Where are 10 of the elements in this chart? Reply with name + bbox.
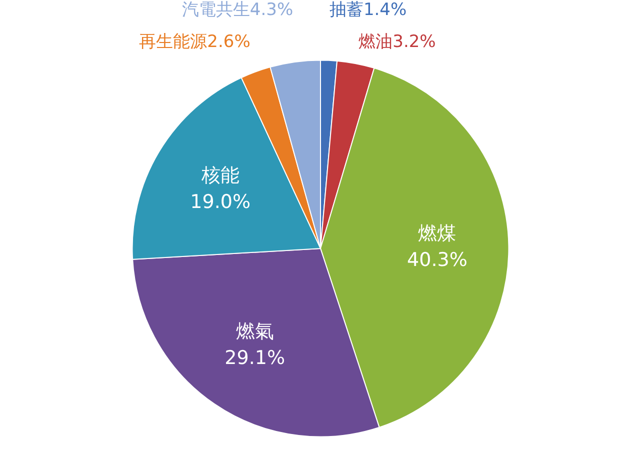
slice-label: 燃油3.2% xyxy=(358,32,436,52)
data-label: 19.0% xyxy=(190,190,251,213)
slice-label: 燃煤 xyxy=(418,222,456,245)
slice-label: 燃氣 xyxy=(236,320,274,343)
slice-label: 抽蓄1.4% xyxy=(329,0,407,20)
data-label: 29.1% xyxy=(224,346,286,369)
slice-label: 核能 xyxy=(200,164,240,186)
data-label: 40.3% xyxy=(407,249,468,272)
slice-label: 再生能源2.6% xyxy=(139,32,250,52)
slice-label: 汽電共生4.3% xyxy=(182,0,294,20)
